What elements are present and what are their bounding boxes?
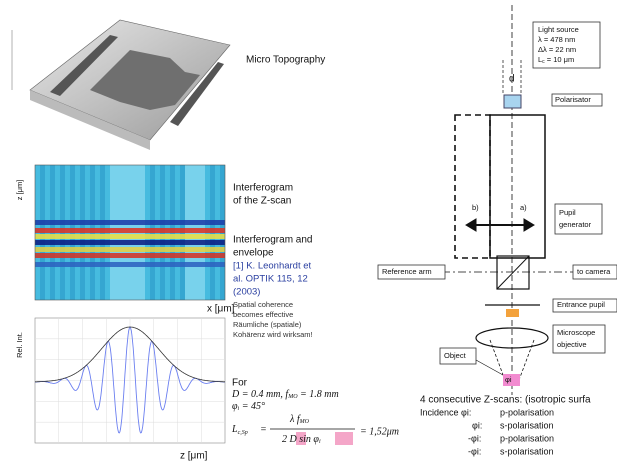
label: to camera (577, 267, 611, 276)
decor (35, 262, 225, 267)
label: d (509, 74, 515, 85)
t: = 1.8 mm (298, 389, 339, 400)
note: becomes effective (233, 310, 293, 319)
decor (35, 234, 225, 239)
formula-num: λ fMO (289, 414, 310, 425)
reference: (2003) (233, 287, 260, 298)
label: Object (444, 351, 467, 360)
formula-result: = 1,52μm (360, 426, 399, 437)
formula-text: For (232, 378, 248, 389)
label: Light source (538, 25, 579, 34)
scans: 4 consecutive Z-scans: (isotropic surfa … (420, 395, 591, 457)
t: = 10 μm (545, 55, 575, 64)
label: λ = 478 nm (538, 35, 575, 44)
label: Pupil (559, 208, 576, 217)
scan-value: s-polarisation (500, 420, 554, 430)
label: generator (559, 220, 592, 229)
scan-key: -φi: (468, 446, 481, 456)
t: D = 0.4 mm, f (231, 389, 289, 400)
t: i (319, 439, 321, 445)
t: = 45° (239, 401, 265, 412)
caption: Interferogram (233, 183, 293, 194)
t: MO (287, 394, 298, 400)
decor (35, 253, 225, 258)
scans-title: 4 consecutive Z-scans: (isotropic surfa (420, 395, 591, 406)
topography-label: Micro Topography (246, 55, 325, 66)
label: Entrance pupil (557, 300, 605, 309)
note: Räumliche (spatiale) (233, 320, 302, 329)
scan-value: s-polarisation (500, 446, 554, 456)
formula-lhs: Lc,Sp (231, 424, 248, 436)
t: 2 D sin φ (282, 434, 319, 445)
label: Polarisator (555, 95, 591, 104)
x-axis-label: x [μm] (207, 304, 235, 315)
decor (35, 247, 225, 252)
envelope-plot (35, 318, 225, 443)
decor (35, 228, 225, 233)
y-axis-label: z [μm] (15, 180, 24, 201)
label: b) (472, 203, 479, 212)
formula-text: φi = 45° (232, 401, 265, 412)
scan-key: Incidence φi: (420, 407, 471, 417)
note: Kohärenz wird wirksam! (233, 330, 313, 339)
reference: [1] K. Leonhardt et (233, 261, 312, 272)
label: objective (557, 340, 587, 349)
scan-value: p-polarisation (500, 407, 554, 417)
t: MO (299, 419, 310, 425)
page: Micro Topography z [μm] x [μm] Interfero… (0, 0, 617, 467)
note: Spatial coherence (233, 300, 293, 309)
scan-key: φi: (472, 420, 482, 430)
interferogram-image (35, 165, 225, 300)
envelope-title: Interferogram and (233, 235, 313, 246)
y-axis-label: Rel. Int. (15, 332, 24, 358)
x-axis-label: z [μm] (180, 451, 208, 462)
scan-key: -φi: (468, 433, 481, 443)
formula-eq: = (260, 424, 267, 435)
formula-den: 2 D sin φi (282, 434, 321, 445)
caption: of the Z-scan (233, 196, 291, 207)
label: Microscope (557, 328, 595, 337)
reference: al. OPTIK 115, 12 (233, 274, 308, 285)
envelope-title: envelope (233, 248, 274, 259)
highlight (335, 432, 353, 445)
label: Reference arm (382, 267, 432, 276)
label: φi (505, 375, 512, 384)
label: Δλ = 22 nm (538, 45, 576, 54)
decor (35, 240, 225, 245)
t: c,Sp (238, 430, 248, 436)
decor (35, 220, 225, 225)
formula-text: D = 0.4 mm, fMO = 1.8 mm (231, 389, 339, 400)
label: a) (520, 203, 527, 212)
topography-image (12, 20, 230, 150)
scan-value: p-polarisation (500, 433, 554, 443)
